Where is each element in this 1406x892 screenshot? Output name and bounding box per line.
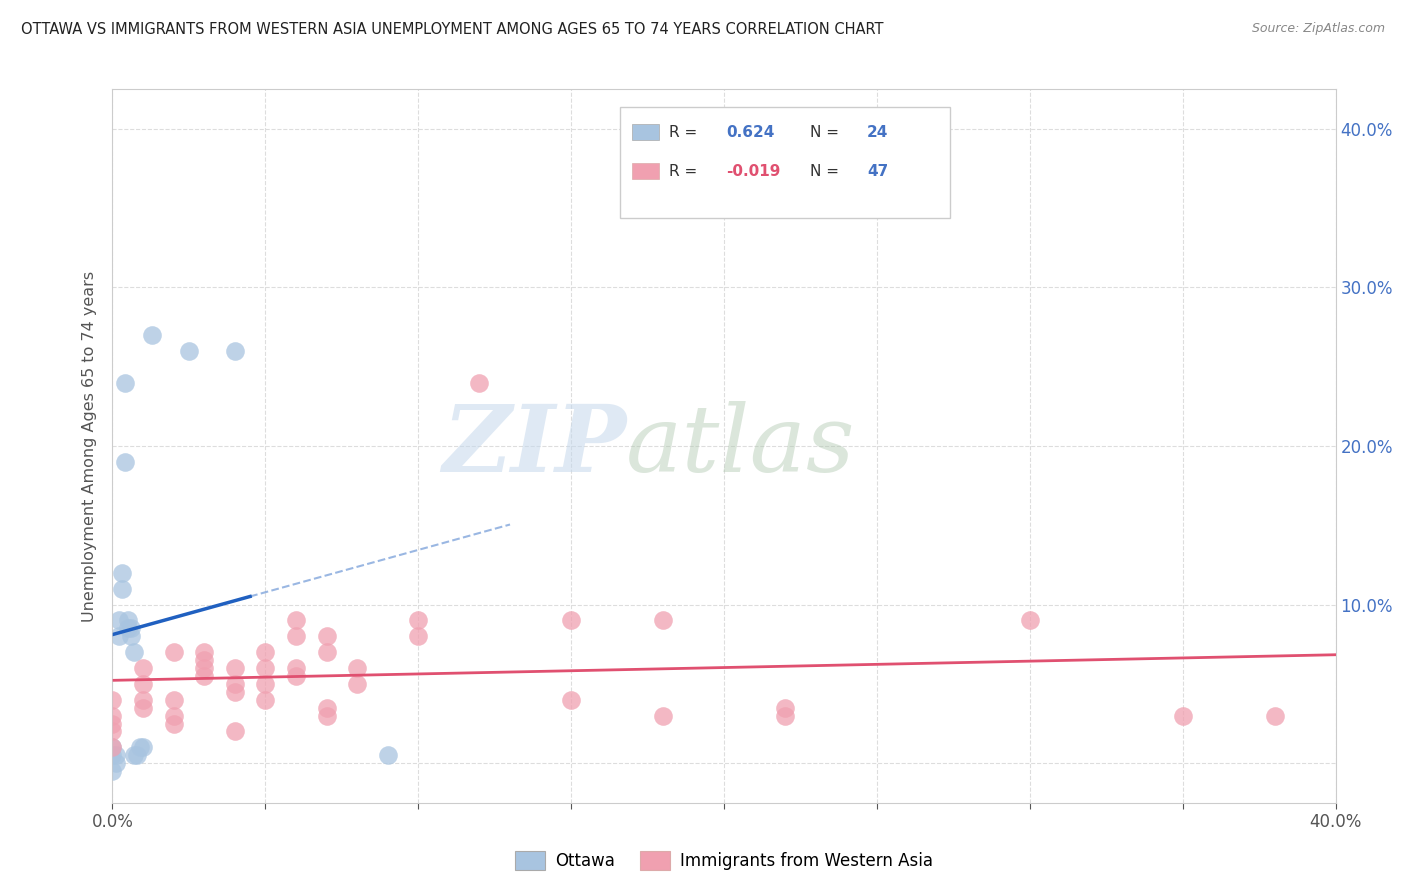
Point xyxy=(408,614,430,628)
Point xyxy=(141,328,163,343)
Point xyxy=(224,343,246,358)
Point xyxy=(315,629,337,643)
Point xyxy=(107,614,129,628)
Point xyxy=(1264,708,1286,723)
Point xyxy=(132,677,155,691)
Point xyxy=(120,621,142,635)
Point xyxy=(315,708,337,723)
Point xyxy=(101,692,124,706)
Text: R =: R = xyxy=(669,164,702,178)
Point xyxy=(468,376,491,390)
Point xyxy=(560,692,582,706)
Point xyxy=(163,692,186,706)
Point xyxy=(132,740,155,755)
Point xyxy=(284,614,308,628)
Point xyxy=(114,455,136,469)
Point xyxy=(346,661,368,675)
Point xyxy=(254,645,277,659)
Point xyxy=(120,629,142,643)
Point xyxy=(132,700,155,714)
Point xyxy=(652,708,675,723)
Point xyxy=(101,740,124,755)
Point xyxy=(104,756,127,771)
Text: Source: ZipAtlas.com: Source: ZipAtlas.com xyxy=(1251,22,1385,36)
Text: N =: N = xyxy=(810,164,844,178)
Point xyxy=(284,669,308,683)
Point xyxy=(117,614,139,628)
Point xyxy=(163,708,186,723)
Text: R =: R = xyxy=(669,125,702,139)
Point xyxy=(560,614,582,628)
Point xyxy=(193,669,215,683)
Point xyxy=(177,343,200,358)
Point xyxy=(775,708,797,723)
Point xyxy=(104,748,127,763)
Point xyxy=(1018,614,1040,628)
Point xyxy=(315,645,337,659)
Point xyxy=(101,724,124,739)
Point xyxy=(107,629,129,643)
Point xyxy=(408,629,430,643)
Point xyxy=(101,708,124,723)
Point xyxy=(254,692,277,706)
FancyBboxPatch shape xyxy=(620,107,950,218)
FancyBboxPatch shape xyxy=(633,124,659,140)
Point xyxy=(284,629,308,643)
Point xyxy=(1171,708,1194,723)
Point xyxy=(224,685,246,699)
Point xyxy=(129,740,152,755)
FancyBboxPatch shape xyxy=(633,163,659,179)
Point xyxy=(122,645,145,659)
Text: atlas: atlas xyxy=(626,401,856,491)
Point xyxy=(132,692,155,706)
Point xyxy=(101,748,124,763)
Point xyxy=(163,645,186,659)
Point xyxy=(193,661,215,675)
Point xyxy=(284,661,308,675)
Point xyxy=(101,716,124,731)
Point xyxy=(125,748,148,763)
Point xyxy=(224,724,246,739)
Point xyxy=(101,764,124,778)
Point xyxy=(652,614,675,628)
Point xyxy=(346,677,368,691)
Text: 0.624: 0.624 xyxy=(727,125,775,139)
Legend: Ottawa, Immigrants from Western Asia: Ottawa, Immigrants from Western Asia xyxy=(509,844,939,877)
Point xyxy=(224,677,246,691)
Point xyxy=(132,661,155,675)
Point xyxy=(377,748,399,763)
Text: ZIP: ZIP xyxy=(441,401,626,491)
Point xyxy=(254,677,277,691)
Point xyxy=(315,700,337,714)
Text: 47: 47 xyxy=(868,164,889,178)
Point xyxy=(111,566,134,580)
Point xyxy=(117,621,139,635)
Point xyxy=(163,716,186,731)
Point xyxy=(254,661,277,675)
Point xyxy=(193,653,215,667)
Point xyxy=(775,700,797,714)
Point xyxy=(111,582,134,596)
Text: N =: N = xyxy=(810,125,844,139)
Point xyxy=(101,740,124,755)
Text: -0.019: -0.019 xyxy=(727,164,780,178)
Point xyxy=(224,661,246,675)
Point xyxy=(114,376,136,390)
Point xyxy=(193,645,215,659)
Text: 24: 24 xyxy=(868,125,889,139)
Y-axis label: Unemployment Among Ages 65 to 74 years: Unemployment Among Ages 65 to 74 years xyxy=(82,270,97,622)
Text: OTTAWA VS IMMIGRANTS FROM WESTERN ASIA UNEMPLOYMENT AMONG AGES 65 TO 74 YEARS CO: OTTAWA VS IMMIGRANTS FROM WESTERN ASIA U… xyxy=(21,22,883,37)
Point xyxy=(122,748,145,763)
